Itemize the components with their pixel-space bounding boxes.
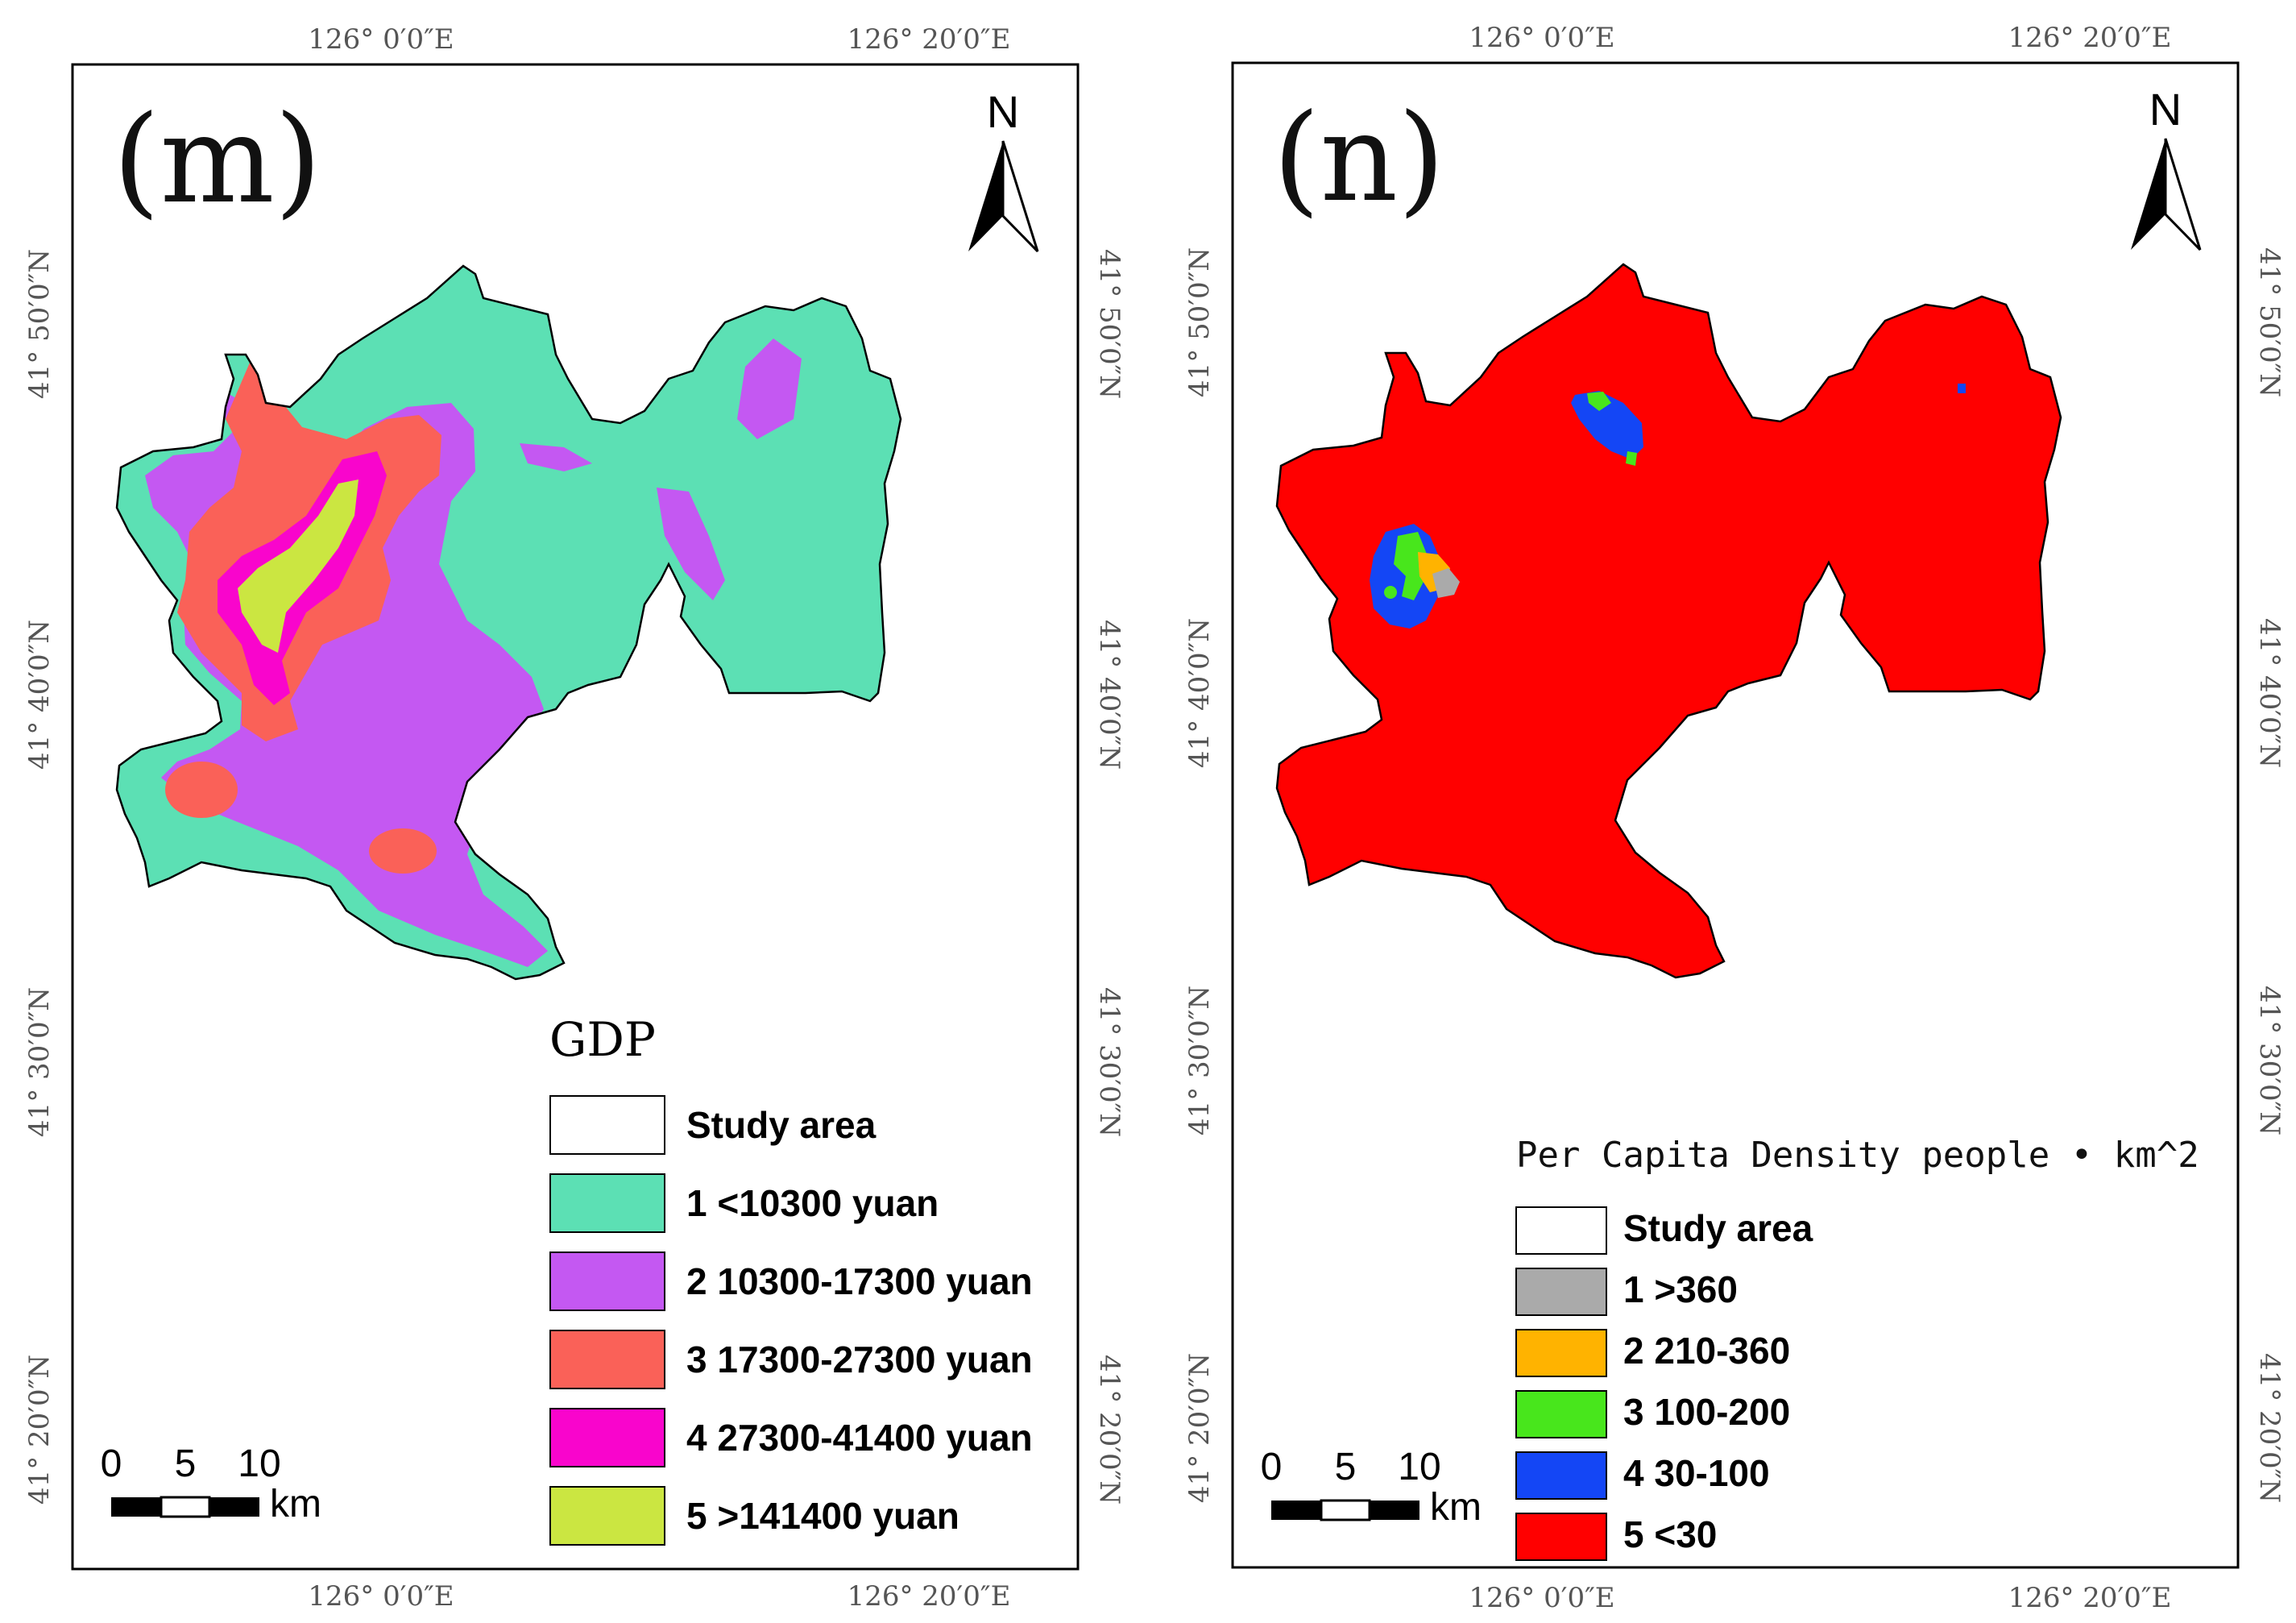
density-zone-4-north xyxy=(1571,391,1643,459)
gdp-map xyxy=(117,266,901,979)
panel-n-legend-swatch-4 xyxy=(1515,1451,1607,1500)
panel-n-lon-top-right: 126° 20′0″E xyxy=(2008,22,2172,54)
panel-n-scale-tick-0: 0 xyxy=(1261,1446,1283,1488)
panel-m-legend-label-1: 1 <10300 yuan xyxy=(686,1182,939,1224)
panel-m-legend-swatch-0 xyxy=(549,1095,665,1155)
panel-m-scale-unit: km xyxy=(270,1483,321,1525)
panel-n-study-area-outline xyxy=(1275,263,2062,979)
panel-m-lat-left-20: 41° 20′0″N xyxy=(23,1355,56,1505)
panel-m-lon-bottom-left: 126° 0′0″E xyxy=(308,1580,454,1613)
panel-n-legend-swatch-1 xyxy=(1515,1268,1607,1316)
panel-m-legend: GDP Study area 1 <10300 yuan 2 10300-17300… xyxy=(549,1012,1033,1546)
density-map xyxy=(1277,264,2061,978)
panel-n-lat-left-20: 41° 20′0″N xyxy=(1183,1353,1216,1503)
panel-n-lon-bottom-right: 126° 20′0″E xyxy=(2008,1582,2172,1614)
density-zone-3-north xyxy=(1587,392,1611,411)
panel-m-scale-tick-10: 10 xyxy=(238,1442,280,1485)
gdp-zone-3-south-a xyxy=(165,762,238,818)
gdp-zone-3-south-b xyxy=(369,828,437,874)
panel-n-legend-label-2: 2 210-360 xyxy=(1623,1330,1790,1372)
panel-n-scale-tick-10: 10 xyxy=(1398,1446,1440,1488)
panel-n-north-arrow: N xyxy=(2131,84,2202,251)
panel-m-lat-right-30: 41° 30′0″N xyxy=(1093,987,1125,1137)
panel-m-lon-top-right: 126° 20′0″E xyxy=(848,23,1011,56)
panel-n-legend-swatch-3 xyxy=(1515,1390,1607,1438)
panel-m-legend-label-2: 2 10300-17300 yuan xyxy=(686,1260,1033,1302)
panel-m: 126° 0′0″E 126° 20′0″E 126° 0′0″E 126° 2… xyxy=(23,23,1125,1613)
density-zone-1-west xyxy=(1432,568,1460,598)
gdp-zone-2-east-b xyxy=(657,488,725,600)
panel-m-scale-tick-0: 0 xyxy=(101,1442,122,1485)
panel-m-lat-left-30: 41° 30′0″N xyxy=(23,987,56,1137)
panel-m-lon-top-left: 126° 0′0″E xyxy=(308,23,454,56)
panel-n-legend-label-5: 5 <30 xyxy=(1623,1513,1717,1555)
panel-n-legend-label-0: Study area xyxy=(1623,1207,1813,1249)
panel-n-legend-swatch-0 xyxy=(1515,1206,1607,1255)
panel-m-legend-swatch-2 xyxy=(549,1251,665,1311)
panel-m-scale-bar: 0 5 10 km xyxy=(101,1442,321,1525)
density-zone-3-west-dot xyxy=(1384,586,1397,599)
panel-n-scale-unit: km xyxy=(1430,1486,1482,1529)
panel-n-legend-title: Per Capita Density people • km^2 xyxy=(1516,1135,2199,1176)
gdp-zone-5 xyxy=(238,479,358,653)
panel-n-label: (n) xyxy=(1273,89,1445,229)
panel-m-legend-title: GDP xyxy=(549,1012,656,1067)
gdp-zone-2-mid xyxy=(520,443,592,471)
panel-m-north-arrow: N xyxy=(968,86,1039,253)
panel-n-legend-label-4: 4 30-100 xyxy=(1623,1452,1770,1494)
panel-n-scale-bar: 0 5 10 km xyxy=(1261,1446,1482,1529)
panel-n-lat-left-30: 41° 30′0″N xyxy=(1183,986,1216,1135)
panel-n-lat-right-40: 41° 40′0″N xyxy=(2253,618,2286,768)
panel-n: 126° 0′0″E 126° 20′0″E 126° 0′0″E 126° 2… xyxy=(1183,22,2286,1614)
panel-m-study-area-outline xyxy=(115,264,902,981)
panel-m-legend-label-5: 5 >141400 yuan xyxy=(686,1495,959,1537)
panel-n-legend-swatch-2 xyxy=(1515,1329,1607,1377)
panel-m-lat-right-50: 41° 50′0″N xyxy=(1093,249,1125,399)
panel-n-lon-top-left: 126° 0′0″E xyxy=(1469,22,1614,54)
panel-m-north-letter: N xyxy=(987,86,1019,137)
density-zone-3-north-tail xyxy=(1626,451,1637,466)
gdp-zone-2-east-a xyxy=(737,338,802,439)
panel-m-legend-swatch-3 xyxy=(549,1330,665,1389)
panel-n-lat-right-30: 41° 30′0″N xyxy=(2253,986,2286,1135)
panel-n-lon-bottom-left: 126° 0′0″E xyxy=(1469,1582,1614,1614)
panel-m-lat-right-20: 41° 20′0″N xyxy=(1093,1355,1125,1505)
panel-m-label: (m) xyxy=(113,90,321,230)
panel-m-legend-swatch-5 xyxy=(549,1486,665,1546)
panel-n-legend-label-1: 1 >360 xyxy=(1623,1268,1738,1310)
panel-m-legend-label-3: 3 17300-27300 yuan xyxy=(686,1339,1033,1380)
panel-n-legend-label-3: 3 100-200 xyxy=(1623,1391,1790,1433)
panel-m-lat-left-40: 41° 40′0″N xyxy=(23,620,56,770)
panel-m-lat-right-40: 41° 40′0″N xyxy=(1093,620,1125,770)
panel-m-lat-left-50: 41° 50′0″N xyxy=(23,249,56,399)
panel-m-legend-label-4: 4 27300-41400 yuan xyxy=(686,1417,1033,1459)
panel-n-scale-tick-5: 5 xyxy=(1335,1446,1357,1488)
density-zone-4-east xyxy=(1958,384,1966,393)
panel-n-lat-left-50: 41° 50′0″N xyxy=(1183,247,1216,397)
panel-n-north-letter: N xyxy=(2149,84,2182,135)
panel-m-legend-swatch-4 xyxy=(549,1408,665,1467)
panel-m-legend-label-0: Study area xyxy=(686,1104,877,1146)
panel-m-lon-bottom-right: 126° 20′0″E xyxy=(848,1580,1011,1613)
panel-n-legend-swatch-5 xyxy=(1515,1513,1607,1561)
density-zone-5 xyxy=(1277,264,2061,978)
panel-m-legend-swatch-1 xyxy=(549,1173,665,1233)
panel-n-lat-right-20: 41° 20′0″N xyxy=(2253,1353,2286,1503)
density-zone-3-west xyxy=(1394,532,1428,600)
panel-m-scale-tick-5: 5 xyxy=(175,1442,197,1485)
panel-n-lat-left-40: 41° 40′0″N xyxy=(1183,618,1216,768)
panel-n-lat-right-50: 41° 50′0″N xyxy=(2253,247,2286,397)
panel-n-legend: Per Capita Density people • km^2 Study a… xyxy=(1515,1135,2199,1561)
